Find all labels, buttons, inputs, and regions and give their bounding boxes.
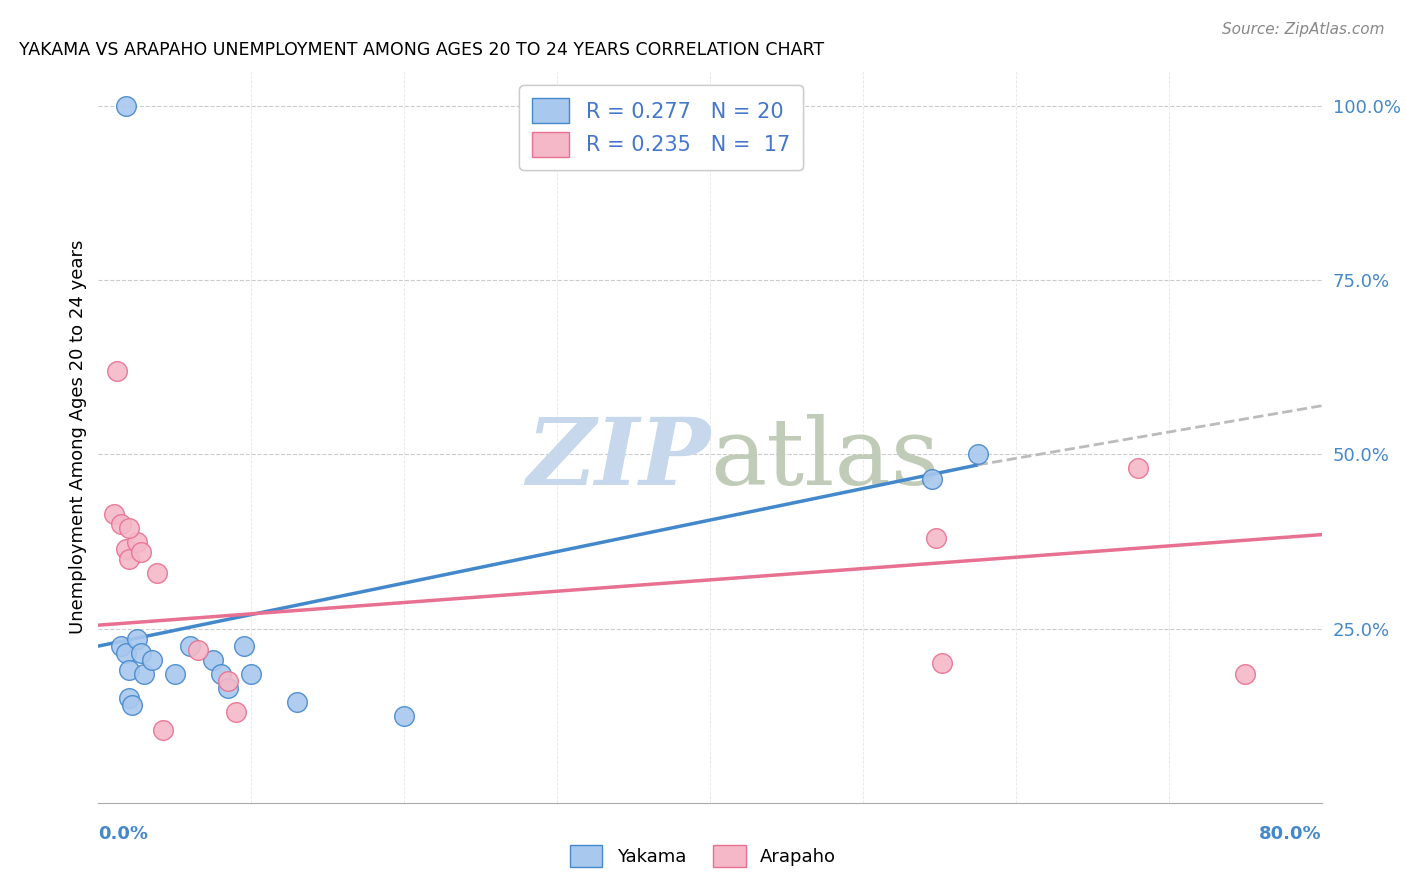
Point (152, 723, 174, 737)
Text: atlas: atlas (710, 414, 939, 504)
Point (163, 667, 186, 681)
Text: ZIP: ZIP (526, 414, 710, 504)
Point (225, 705, 247, 719)
Point (217, 673, 239, 688)
Point (202, 653, 225, 667)
Point (240, 667, 263, 681)
Point (134, 667, 156, 681)
Point (105, 364, 128, 378)
Point (187, 642, 209, 657)
Point (925, 531, 948, 545)
Point (125, 632, 148, 646)
Point (217, 681, 239, 695)
Point (115, 99, 138, 113)
Point (921, 472, 943, 486)
Point (145, 566, 167, 580)
Point (118, 521, 141, 535)
Point (115, 646, 138, 660)
Point (931, 657, 953, 671)
Text: Source: ZipAtlas.com: Source: ZipAtlas.com (1222, 22, 1385, 37)
Point (129, 646, 152, 660)
Legend: R = 0.277   N = 20, R = 0.235   N =  17: R = 0.277 N = 20, R = 0.235 N = 17 (519, 86, 803, 169)
Point (129, 545, 152, 559)
Point (209, 667, 232, 681)
Point (121, 698, 143, 713)
Point (115, 541, 138, 556)
Point (141, 653, 163, 667)
Text: 80.0%: 80.0% (1258, 825, 1322, 843)
Point (1234, 667, 1257, 681)
Point (118, 691, 141, 706)
Point (1128, 461, 1150, 475)
Point (110, 639, 132, 653)
Point (118, 552, 141, 566)
Point (103, 507, 125, 521)
Point (966, 448, 988, 462)
Text: YAKAMA VS ARAPAHO UNEMPLOYMENT AMONG AGES 20 TO 24 YEARS CORRELATION CHART: YAKAMA VS ARAPAHO UNEMPLOYMENT AMONG AGE… (18, 41, 824, 59)
Point (392, 708, 416, 723)
Text: 0.0%: 0.0% (98, 825, 149, 843)
Y-axis label: Unemployment Among Ages 20 to 24 years: Unemployment Among Ages 20 to 24 years (69, 240, 87, 634)
Point (118, 664, 141, 678)
Legend: Yakama, Arapaho: Yakama, Arapaho (562, 838, 844, 874)
Point (110, 517, 132, 532)
Point (125, 534, 148, 549)
Point (179, 639, 201, 653)
Point (285, 695, 308, 709)
Point (232, 639, 254, 653)
